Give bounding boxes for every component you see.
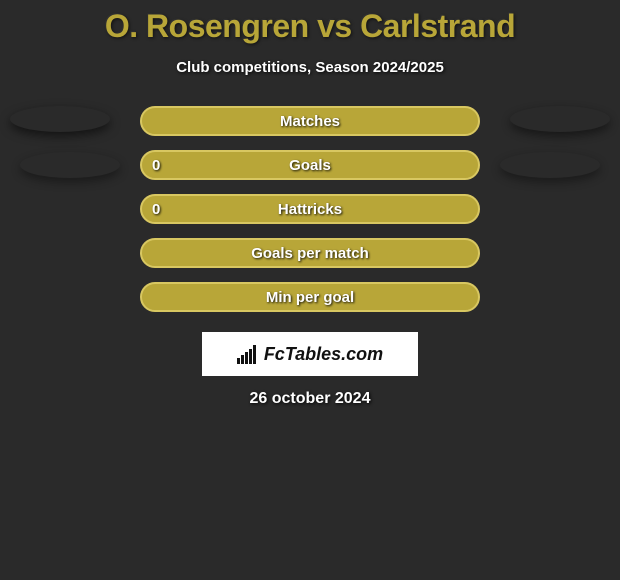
stat-label: Goals per match	[251, 245, 369, 262]
stat-row: Matches	[0, 106, 620, 136]
logo-text: FcTables.com	[264, 344, 383, 365]
stat-label: Hattricks	[278, 201, 342, 218]
comparison-widget: O. Rosengren vs Carlstrand Club competit…	[0, 0, 620, 580]
page-title: O. Rosengren vs Carlstrand	[0, 8, 620, 45]
stat-bar-min-per-goal: Min per goal	[140, 282, 480, 312]
stat-label: Goals	[289, 157, 331, 174]
stat-bar-hattricks: 0 Hattricks	[140, 194, 480, 224]
stat-label: Min per goal	[266, 289, 354, 306]
stat-bar-goals-per-match: Goals per match	[140, 238, 480, 268]
stat-bar-goals: 0 Goals	[140, 150, 480, 180]
page-subtitle: Club competitions, Season 2024/2025	[0, 59, 620, 76]
stat-row: 0 Goals	[0, 150, 620, 180]
stat-row: Min per goal	[0, 282, 620, 312]
stat-left-value: 0	[152, 201, 160, 218]
stat-left-value: 0	[152, 157, 160, 174]
stats-section: Matches 0 Goals 0 Hattricks Goals per ma…	[0, 106, 620, 312]
stat-row: 0 Hattricks	[0, 194, 620, 224]
stat-label: Matches	[280, 113, 340, 130]
stat-bar-matches: Matches	[140, 106, 480, 136]
stat-row: Goals per match	[0, 238, 620, 268]
logo-badge: FcTables.com	[202, 332, 418, 376]
logo-chart-icon	[237, 345, 256, 364]
footer-date: 26 october 2024	[0, 390, 620, 408]
